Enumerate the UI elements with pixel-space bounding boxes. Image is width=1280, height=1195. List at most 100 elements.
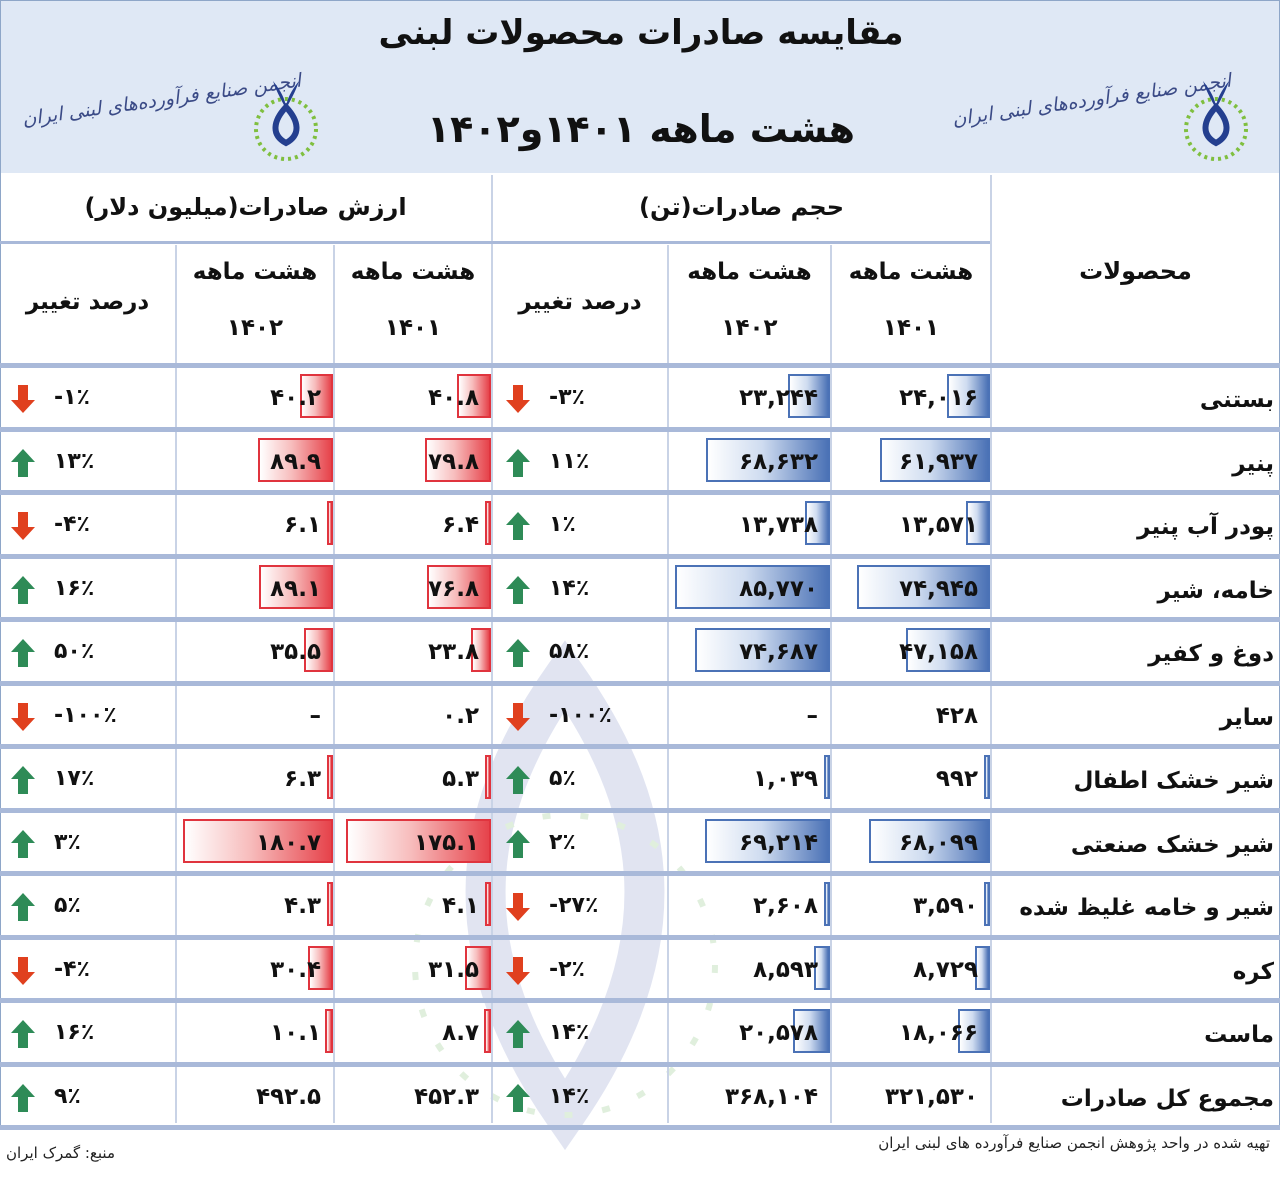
cell-value: ۸۹.۹: [270, 449, 321, 475]
row-divider: [0, 554, 1280, 559]
cell-value: ۷۴,۶۸۷: [739, 639, 818, 665]
product-name: خامه، شیر: [1157, 578, 1274, 604]
cell-value: ۵.۳: [442, 766, 479, 792]
cell-value: ۴.۳: [284, 893, 321, 919]
arrow-down-icon: [506, 703, 530, 731]
column-group-volume: حجم صادرات(تن): [639, 193, 844, 221]
volume-change-percent: ۲٪: [549, 830, 576, 855]
volume-change-percent: -۱۰۰٪: [549, 703, 612, 728]
volume-1402-cell: ۱۳,۷۳۸: [669, 495, 830, 555]
cell-value: ۳۱.۵: [428, 957, 479, 983]
value-change-percent: -۴٪: [54, 512, 90, 537]
cell-value: ۲۰,۵۷۸: [739, 1020, 818, 1046]
drop-emblem-icon: [1184, 81, 1248, 161]
volume-1401-cell: ۶۱,۹۳۷: [832, 432, 990, 492]
value-change-percent: ۱۷٪: [54, 766, 95, 791]
value-change-percent: ۳٪: [54, 830, 81, 855]
arrow-down-icon: [11, 703, 35, 731]
volume-1402-cell: ۲۰,۵۷۸: [669, 1003, 830, 1063]
value-bar: [425, 438, 491, 482]
volume-change-cell: ۱۱٪: [493, 432, 667, 492]
cell-value: ۳۵.۵: [270, 639, 321, 665]
value-bar: [259, 565, 333, 609]
volume-change-percent: ۱۴٪: [549, 1084, 590, 1109]
value-change-percent: ۹٪: [54, 1084, 81, 1109]
cell-value: ۶۸,۶۳۲: [739, 449, 818, 475]
volume-1401-cell: ۳۲۱,۵۳۰: [832, 1067, 990, 1127]
value-1402-cell: ۸۹.۹: [177, 432, 333, 492]
arrow-down-icon: [506, 385, 530, 413]
volume-bar: [706, 438, 830, 482]
volume-change-percent: ۱۱٪: [549, 449, 590, 474]
value-change-cell: -۴٪: [0, 495, 175, 555]
cell-value: ۶۹,۲۱۴: [739, 830, 818, 856]
cell-value: ۱۰.۱: [270, 1020, 321, 1046]
value-1401-cell: ۷۶.۸: [335, 559, 491, 619]
header-vol-1401-label: هشت ماهه: [848, 259, 974, 285]
row-divider: [0, 427, 1280, 432]
cell-value: ۱۳,۵۷۱: [899, 512, 978, 538]
column-header-products: محصولات: [1079, 257, 1192, 285]
exports-table: محصولات حجم صادرات(تن) ارزش صادرات(میلیو…: [0, 175, 1280, 1151]
product-name: پودر آب پنیر: [1137, 514, 1274, 540]
column-divider: [491, 175, 493, 1123]
volume-change-cell: ۵٪: [493, 749, 667, 809]
product-name: پنیر: [1232, 451, 1274, 477]
arrow-up-icon: [506, 1020, 530, 1048]
cell-value: ۲,۶۰۸: [753, 893, 818, 919]
volume-1402-cell: ۱,۰۳۹: [669, 749, 830, 809]
cell-value: ۱۸۰.۷: [256, 830, 321, 856]
value-change-cell: ۱۳٪: [0, 432, 175, 492]
value-bar: [427, 565, 491, 609]
value-1402-cell: ۶.۱: [177, 495, 333, 555]
value-1401-cell: ۲۳.۸: [335, 622, 491, 682]
cell-value: ۴.۱: [442, 893, 479, 919]
volume-change-cell: ۲٪: [493, 813, 667, 873]
volume-1402-cell: ۶۹,۲۱۴: [669, 813, 830, 873]
volume-1401-cell: ۴۲۸: [832, 686, 990, 746]
header-val-change: درصد تغییر: [25, 289, 150, 315]
volume-change-cell: ۱۴٪: [493, 1067, 667, 1127]
cell-value: ۹۹۲: [935, 766, 978, 792]
value-bar: [308, 946, 333, 990]
value-bar: [346, 819, 491, 863]
volume-1401-cell: ۱۸,۰۶۶: [832, 1003, 990, 1063]
value-bar: [300, 374, 333, 418]
volume-bar: [695, 628, 830, 672]
arrow-up-icon: [506, 639, 530, 667]
table-row: پودر آب پنیر ۱۳,۵۷۱ ۱۳,۷۳۸ ۱٪ ۶.۴ ۶.۱ -۴٪: [0, 495, 1280, 555]
value-1402-cell: ۳۵.۵: [177, 622, 333, 682]
arrow-up-icon: [506, 449, 530, 477]
cell-value: ۶.۴: [442, 512, 479, 538]
volume-change-cell: ۱٪: [493, 495, 667, 555]
value-change-cell: ۱۷٪: [0, 749, 175, 809]
cell-value: ۲۳.۸: [428, 639, 479, 665]
value-change-percent: ۱۶٪: [54, 576, 95, 601]
volume-bar: [906, 628, 990, 672]
arrow-down-icon: [506, 893, 530, 921]
arrow-down-icon: [506, 957, 530, 985]
value-bar: [485, 501, 491, 545]
cell-value: ۸.۷: [442, 1020, 479, 1046]
value-bar: [485, 755, 491, 799]
table-row: کره ۸,۷۲۹ ۸,۵۹۳ -۲٪ ۳۱.۵ ۳۰.۴ -۴٪: [0, 940, 1280, 1000]
header-val-1401-label: هشت ماهه: [350, 259, 476, 285]
value-1402-cell: ۴.۳: [177, 876, 333, 936]
cell-value: ۱۷۵.۱: [414, 830, 479, 856]
volume-bar: [869, 819, 990, 863]
header-vol-1401-year: ۱۴۰۱: [882, 315, 940, 341]
value-bar: [183, 819, 333, 863]
value-bar: [325, 1009, 333, 1053]
table-row: پنیر ۶۱,۹۳۷ ۶۸,۶۳۲ ۱۱٪ ۷۹.۸ ۸۹.۹ ۱۳٪: [0, 432, 1280, 492]
row-divider: [0, 998, 1280, 1003]
volume-bar: [675, 565, 830, 609]
product-name: مجموع کل صادرات: [1060, 1086, 1274, 1112]
volume-change-cell: ۵۸٪: [493, 622, 667, 682]
value-1402-cell: ۱۸۰.۷: [177, 813, 333, 873]
footer-prepared-by: تهیه شده در واحد پژوهش انجمن صنایع فرآور…: [878, 1134, 1270, 1152]
volume-1402-cell: ۲,۶۰۸: [669, 876, 830, 936]
table-row: دوغ و کفیر ۴۷,۱۵۸ ۷۴,۶۸۷ ۵۸٪ ۲۳.۸ ۳۵.۵ ۵۰٪: [0, 622, 1280, 682]
volume-change-cell: -۳٪: [493, 368, 667, 428]
arrow-up-icon: [506, 512, 530, 540]
volume-1402-cell: ۶۸,۶۳۲: [669, 432, 830, 492]
